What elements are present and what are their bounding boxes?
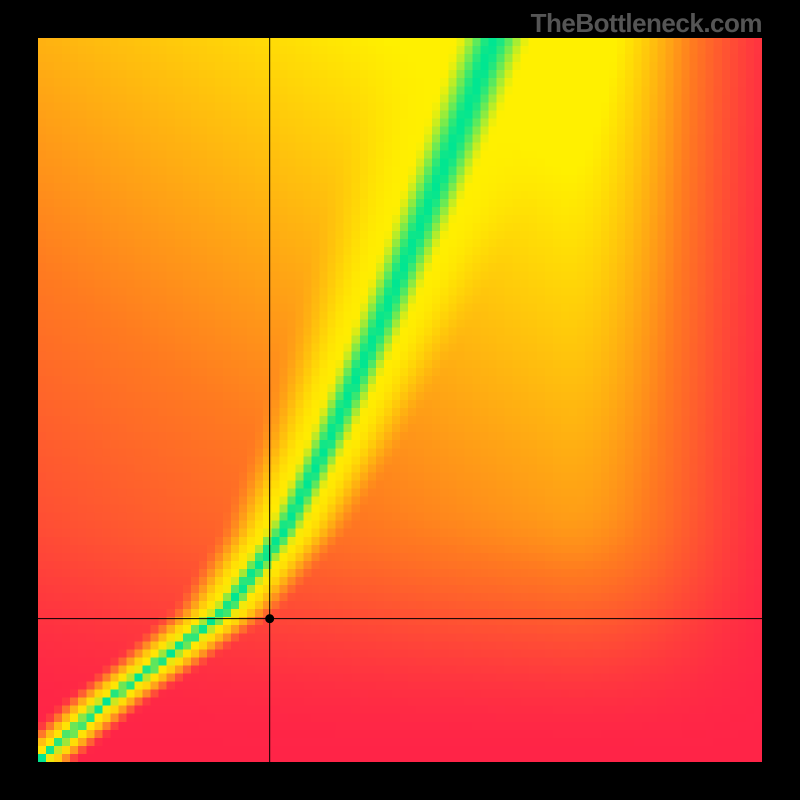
crosshair-overlay (38, 38, 762, 762)
attribution-text: TheBottleneck.com (531, 8, 762, 39)
plot-area (38, 38, 762, 762)
crosshair-marker (265, 614, 274, 623)
root-frame: TheBottleneck.com (0, 0, 800, 800)
